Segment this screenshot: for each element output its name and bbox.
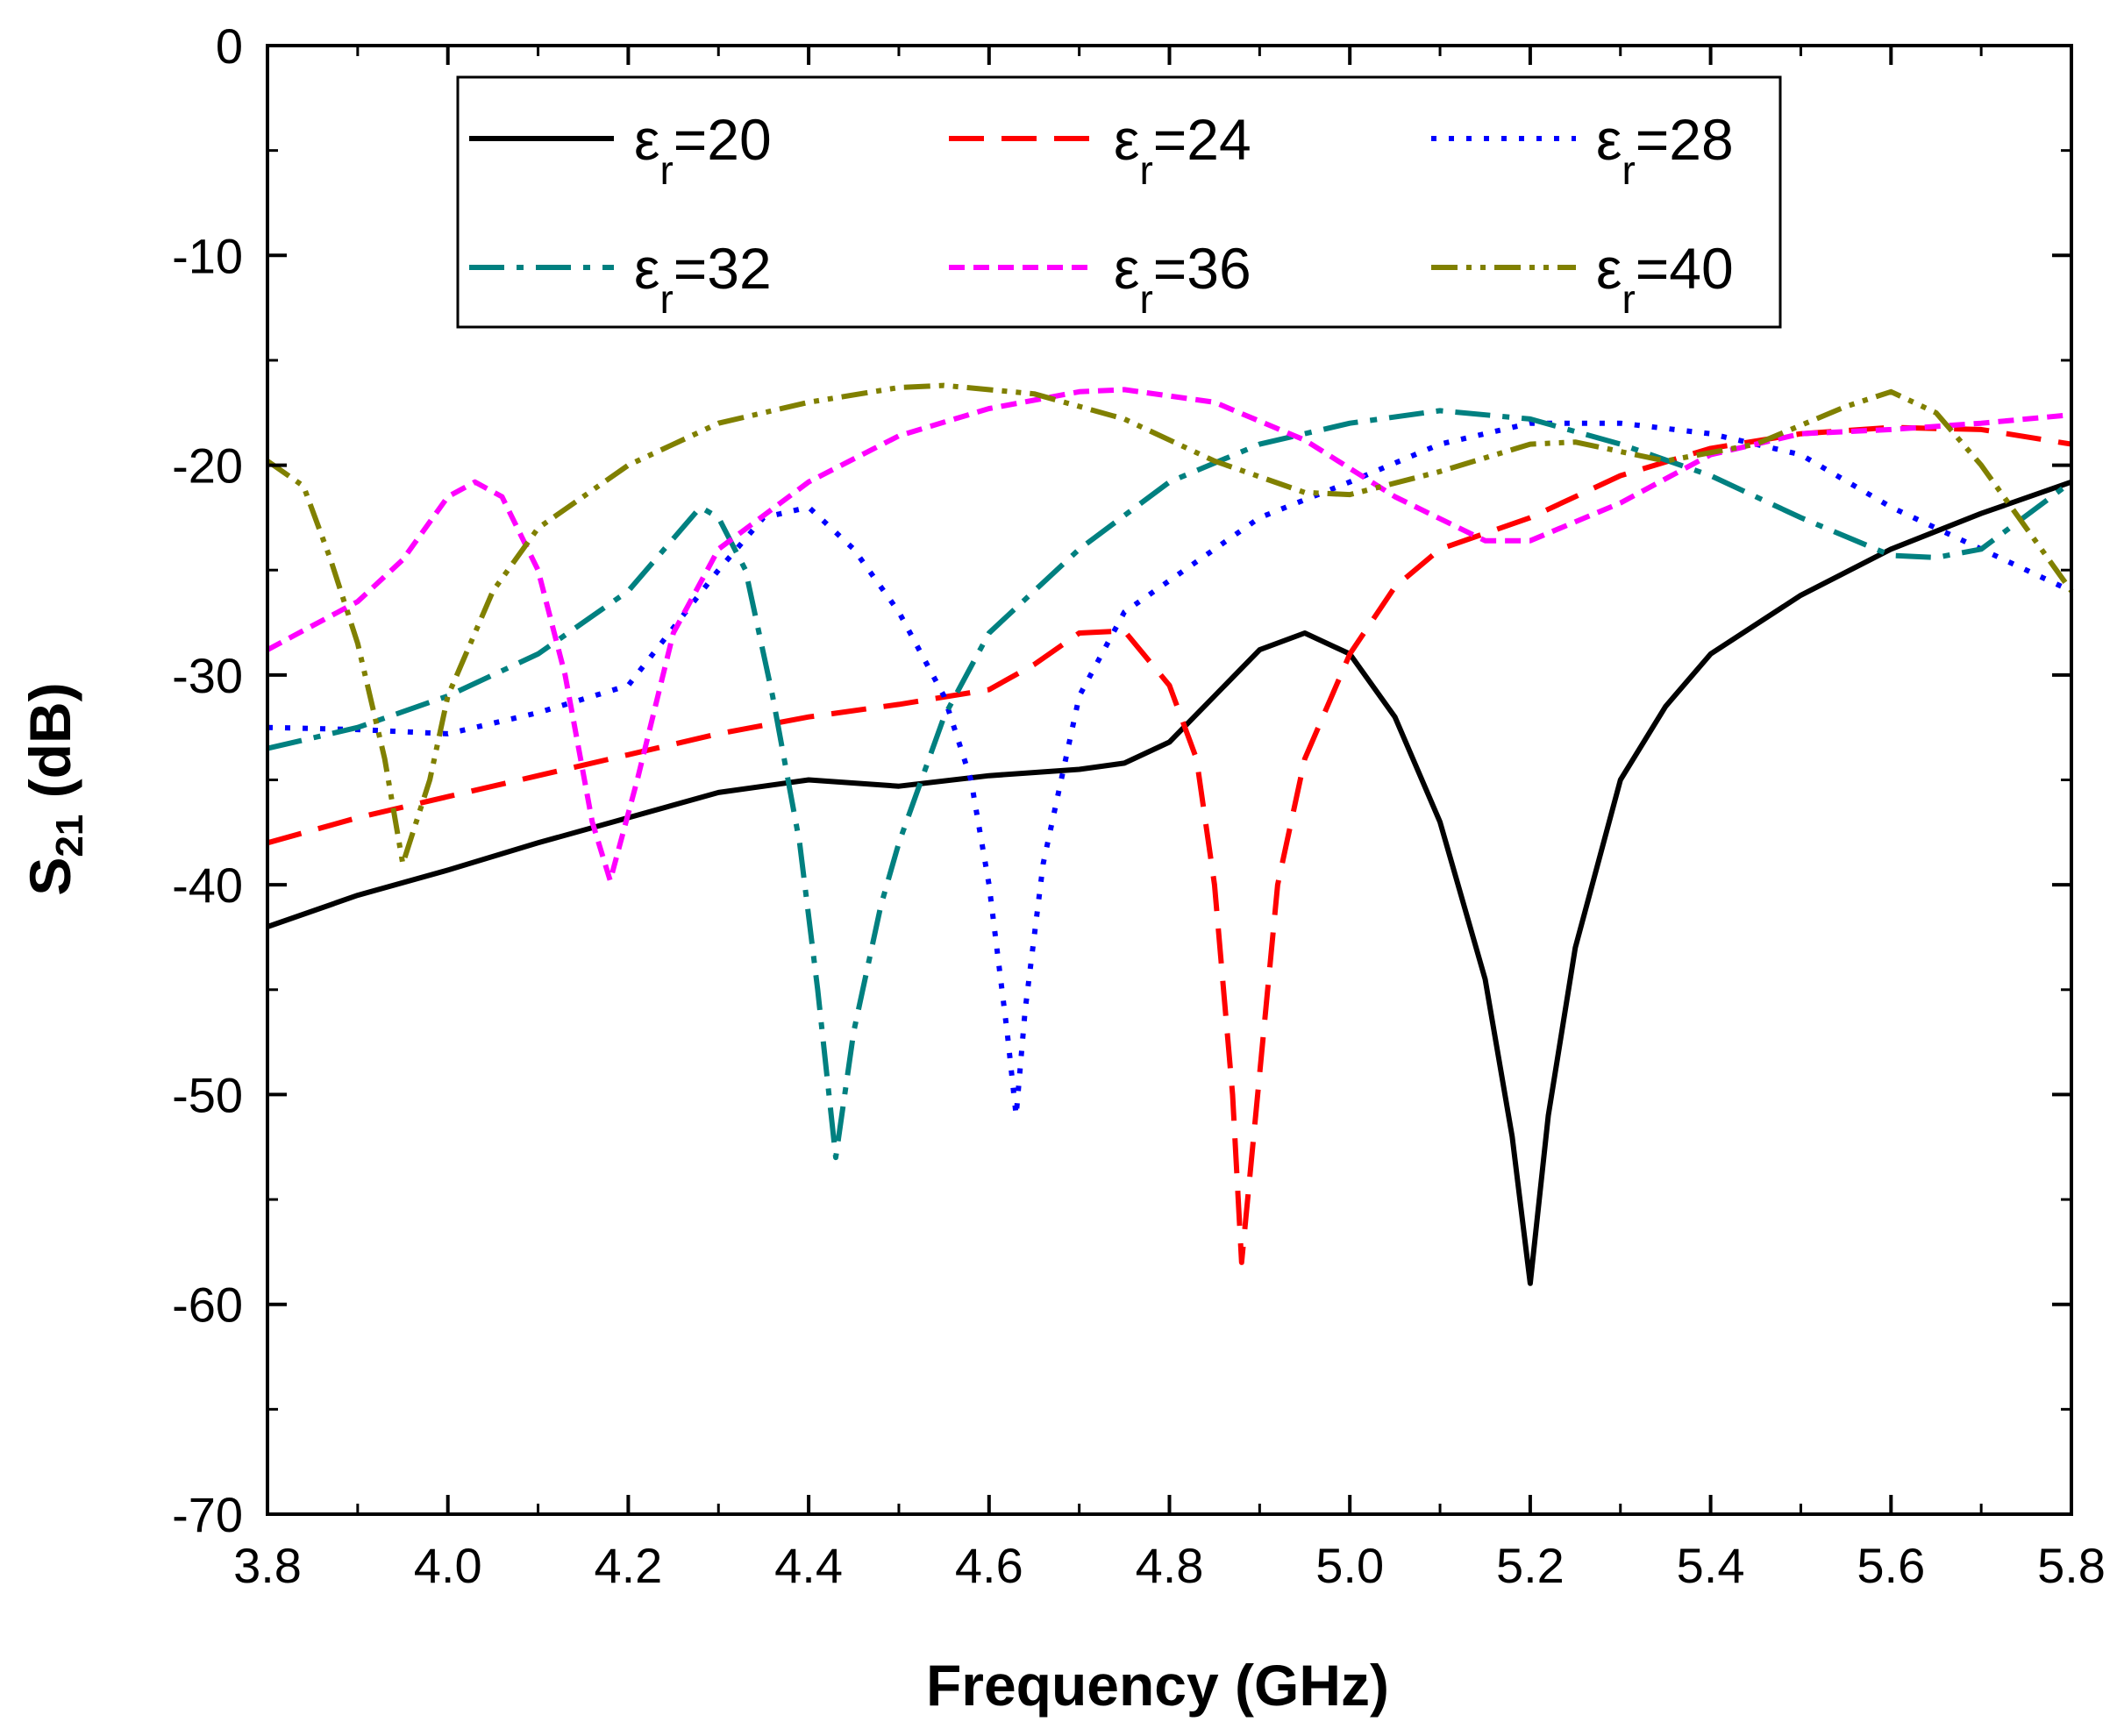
ticks-layer: 3.8 4.0 4.2 4.4 4.6 4.8 5.0 5.2 5.4 5.6 5.8 0 -10 -20… bbox=[172, 18, 2106, 1593]
x-tick-label-7: 5.2 bbox=[1496, 1538, 1565, 1593]
y-tick-label-2: -20 bbox=[172, 438, 243, 494]
x-tick-label-6: 5.0 bbox=[1315, 1538, 1384, 1593]
x-tick-label-10: 5.8 bbox=[2037, 1538, 2106, 1593]
y-tick-label-7: -70 bbox=[172, 1487, 243, 1542]
y-tick-label-4: -40 bbox=[172, 857, 243, 913]
y-tick-label-1: -10 bbox=[172, 228, 243, 283]
x-axis-title: Frequency (GHz) bbox=[926, 1653, 1389, 1718]
legend-label-5: εr=36 bbox=[1114, 236, 1251, 322]
y-tick-label-3: -30 bbox=[172, 648, 243, 703]
legend-label-4: εr=32 bbox=[634, 236, 772, 322]
x-tick-label-9: 5.6 bbox=[1857, 1538, 1925, 1593]
series-line-5 bbox=[266, 387, 2072, 884]
series-line-3 bbox=[267, 420, 2073, 1119]
x-tick-label-0: 3.8 bbox=[233, 1538, 302, 1593]
y-tick-label-0: 0 bbox=[216, 18, 243, 74]
legend-label-1: εr=20 bbox=[634, 107, 772, 193]
y-axis-title-main: S bbox=[18, 857, 82, 896]
legend-label-2: εr=24 bbox=[1114, 107, 1251, 193]
x-tick-label-1: 4.0 bbox=[414, 1538, 482, 1593]
x-tick-label-2: 4.2 bbox=[594, 1538, 662, 1593]
legend-label-6: εr=40 bbox=[1596, 236, 1734, 322]
series-line-6 bbox=[266, 382, 2074, 867]
y-tick-label-5: -50 bbox=[172, 1067, 243, 1122]
x-tick-label-5: 4.8 bbox=[1136, 1538, 1204, 1593]
legend-label-3: εr=28 bbox=[1596, 107, 1734, 193]
series-line-1 bbox=[267, 479, 2072, 1286]
y-tick-label-6: -60 bbox=[172, 1277, 243, 1333]
x-tick-label-3: 4.4 bbox=[774, 1538, 843, 1593]
series-layer bbox=[266, 382, 2074, 1286]
y-axis-title: S21 (dB) bbox=[18, 682, 91, 895]
legend: εr=20 εr=24 εr=28 εr=32 εr=36 εr=40 bbox=[456, 75, 1782, 329]
y-axis-title-sub: 21 bbox=[48, 815, 91, 857]
x-tick-label-8: 5.4 bbox=[1677, 1538, 1745, 1593]
y-axis-title-unit: (dB) bbox=[18, 682, 82, 814]
series-line-4 bbox=[267, 408, 2073, 1161]
legend-box bbox=[456, 75, 1782, 329]
series-line-2 bbox=[267, 424, 2072, 1265]
x-tick-label-4: 4.6 bbox=[955, 1538, 1023, 1593]
